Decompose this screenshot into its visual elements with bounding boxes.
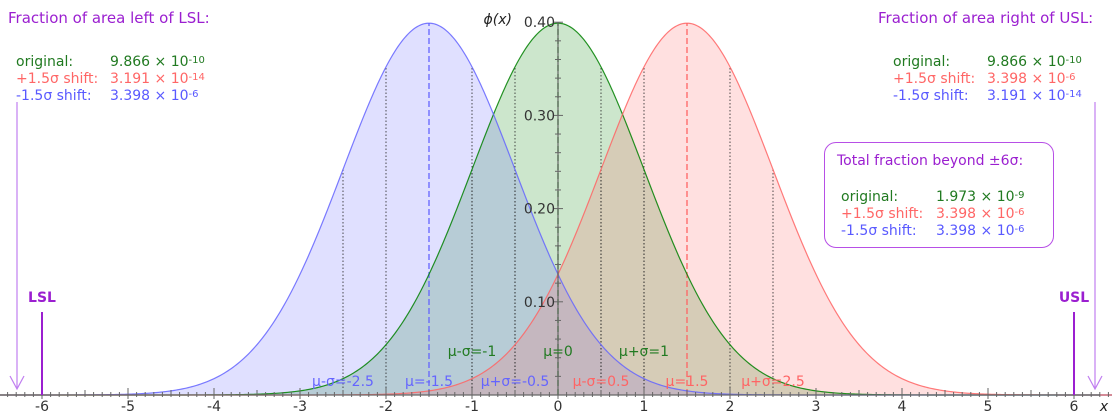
- y-tick-label: 0.20: [524, 202, 555, 218]
- right-panel-row-plus-shift: +1.5σ shift: 3.398 × 10-6: [893, 72, 1076, 86]
- right-panel-title: Fraction of area right of USL:: [878, 9, 1094, 27]
- left-panel-title: Fraction of area left of LSL:: [8, 9, 210, 27]
- limit-label: USL: [1059, 290, 1089, 306]
- sigma-annotation: μ-σ=-1: [448, 344, 497, 360]
- right-panel-row-original: original: 9.866 × 10-10: [893, 55, 1082, 69]
- row-label: original:: [893, 54, 951, 70]
- x-tick-label: -4: [207, 399, 221, 415]
- sigma-annotation: μ+σ=-0.5: [481, 374, 550, 390]
- total-panel-row-original: original: 1.973 × 10-9: [841, 190, 1025, 204]
- x-tick-label: 4: [898, 399, 907, 415]
- total-panel-title: Total fraction beyond ±6σ:: [837, 153, 1024, 169]
- sigma-annotation: μ=-1.5: [405, 374, 453, 390]
- left-panel-row-minus-shift: -1.5σ shift: 3.398 × 10-6: [16, 89, 199, 103]
- row-value: 3.191 × 10-14: [110, 71, 205, 87]
- x-tick-label: 5: [984, 399, 993, 415]
- row-value: 9.866 × 10-10: [110, 54, 205, 70]
- x-tick-label: -6: [35, 399, 49, 415]
- x-tick-label: 6: [1070, 399, 1079, 415]
- row-label: +1.5σ shift:: [841, 206, 924, 222]
- tail-arrow-head: [1087, 375, 1103, 391]
- row-label: -1.5σ shift:: [841, 223, 917, 239]
- row-label: -1.5σ shift:: [893, 88, 969, 104]
- sigma-annotation: μ=1.5: [666, 374, 709, 390]
- y-tick-label: 0.40: [524, 15, 555, 31]
- row-value: 3.191 × 10-14: [987, 88, 1082, 104]
- row-value: 1.973 × 10-9: [936, 189, 1025, 205]
- row-value: 9.866 × 10-10: [987, 54, 1082, 70]
- x-axis-label: x: [1099, 399, 1109, 415]
- row-value: 3.398 × 10-6: [110, 88, 199, 104]
- row-value: 3.398 × 10-6: [987, 71, 1076, 87]
- row-value: 3.398 × 10-6: [936, 206, 1025, 222]
- y-tick-label: 0.30: [524, 108, 555, 124]
- sigma-annotation: μ-σ=0.5: [573, 374, 630, 390]
- total-fraction-box: [824, 142, 1054, 248]
- limit-label: LSL: [28, 290, 56, 306]
- x-tick-label: -3: [293, 399, 307, 415]
- x-tick-label: -2: [379, 399, 393, 415]
- row-value: 3.398 × 10-6: [936, 223, 1025, 239]
- x-tick-label: 0: [554, 399, 563, 415]
- sigma-annotation: μ+σ=2.5: [741, 374, 805, 390]
- total-panel-row-minus-shift: -1.5σ shift: 3.398 × 10-6: [841, 224, 1025, 238]
- sigma-annotation: μ=0: [543, 344, 573, 360]
- left-panel-row-plus-shift: +1.5σ shift: 3.191 × 10-14: [16, 72, 205, 86]
- sigma-annotation: μ+σ=1: [619, 344, 669, 360]
- sigma-annotation: μ-σ=-2.5: [312, 374, 374, 390]
- total-panel-row-plus-shift: +1.5σ shift: 3.398 × 10-6: [841, 207, 1025, 221]
- row-label: original:: [16, 54, 74, 70]
- right-panel-row-minus-shift: -1.5σ shift: 3.191 × 10-14: [893, 89, 1082, 103]
- x-tick-label: 3: [812, 399, 821, 415]
- row-label: +1.5σ shift:: [893, 71, 976, 87]
- row-label: original:: [841, 189, 899, 205]
- left-panel-row-original: original: 9.866 × 10-10: [16, 55, 205, 69]
- x-tick-label: 2: [726, 399, 735, 415]
- tail-arrow-head: [9, 375, 25, 391]
- row-label: +1.5σ shift:: [16, 71, 99, 87]
- y-tick-label: 0.10: [524, 295, 555, 311]
- row-label: -1.5σ shift:: [16, 88, 92, 104]
- x-tick-label: -1: [465, 399, 479, 415]
- x-tick-label: 1: [640, 399, 649, 415]
- y-axis-label: ϕ(x): [484, 12, 512, 28]
- x-tick-label: -5: [121, 399, 135, 415]
